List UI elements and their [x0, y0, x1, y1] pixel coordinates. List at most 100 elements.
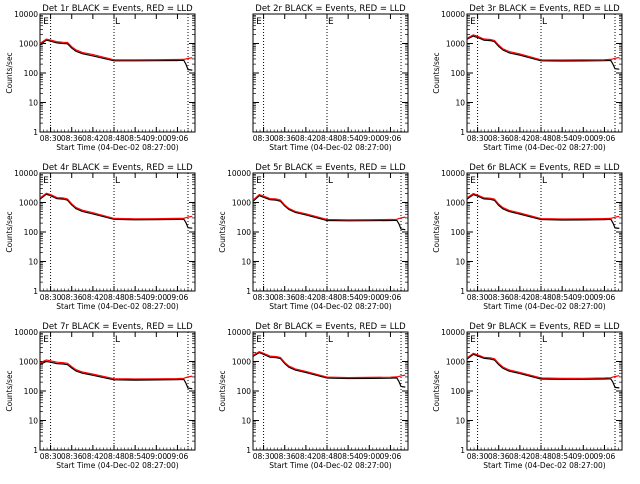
- x-tick-label: 09:00: [145, 134, 167, 143]
- series-events-line: [466, 353, 620, 389]
- y-tick-label: 1: [246, 446, 251, 455]
- x-tick-label: 08:42: [295, 293, 317, 302]
- x-tick-label: 09:00: [572, 452, 594, 461]
- x-tick-label: 09:06: [594, 293, 616, 302]
- x-tick-label: 08:36: [61, 134, 83, 143]
- series-events-line: [39, 360, 193, 390]
- x-tick-label: 08:36: [274, 293, 296, 302]
- marker-label: E: [43, 17, 49, 27]
- x-tick-label: 08:48: [316, 293, 338, 302]
- x-tick-label: 09:00: [572, 293, 594, 302]
- y-tick-label: 1000: [446, 358, 465, 367]
- y-tick-label: 1: [33, 128, 38, 137]
- plot-frame: [39, 13, 196, 133]
- plot-frame: [466, 172, 623, 292]
- x-tick-label: 08:54: [124, 134, 146, 143]
- x-tick-label: 09:06: [380, 134, 402, 143]
- x-axis-label: Start Time (04-Dec-02 08:27:00): [269, 302, 391, 311]
- series-lld-line: [466, 192, 620, 220]
- x-tick-label: 08:42: [82, 293, 104, 302]
- panel-det-8r: Det 8r BLACK = Events, RED = LLD 1 10 100 10…: [218, 322, 409, 470]
- x-tick-label: 08:36: [488, 293, 510, 302]
- plot-frame: [252, 172, 409, 292]
- x-tick-label: 09:06: [380, 293, 402, 302]
- x-tick-label: 09:00: [145, 452, 167, 461]
- y-tick-label: 1: [460, 287, 465, 296]
- x-tick-label: 09:06: [167, 134, 189, 143]
- panel-title: Det 6r BLACK = Events, RED = LLD: [469, 163, 620, 173]
- x-tick-label: 08:30: [467, 452, 489, 461]
- y-tick-label: 1: [460, 446, 465, 455]
- y-tick-label: 100: [24, 387, 39, 396]
- x-tick-label: 08:42: [509, 452, 531, 461]
- y-tick-label: 10000: [14, 328, 38, 337]
- x-tick-label: 08:30: [40, 134, 62, 143]
- marker-label: L: [115, 176, 120, 186]
- series-events-line: [252, 351, 406, 388]
- y-tick-label: 10000: [441, 10, 465, 19]
- marker-label: L: [542, 17, 547, 27]
- x-tick-label: 08:54: [551, 452, 573, 461]
- plot-frame: [466, 331, 623, 451]
- y-tick-label: 1000: [19, 40, 38, 49]
- x-tick-label: 08:42: [295, 134, 317, 143]
- y-tick-label: 10: [28, 99, 38, 108]
- x-tick-label: 08:30: [253, 452, 275, 461]
- series-events-line: [39, 39, 193, 71]
- x-axis-label: Start Time (04-Dec-02 08:27:00): [56, 302, 178, 311]
- panel-title: Det 7r BLACK = Events, RED = LLD: [42, 322, 193, 332]
- x-tick-label: 09:06: [594, 134, 616, 143]
- marker-label: L: [115, 17, 120, 27]
- x-tick-label: 08:48: [316, 134, 338, 143]
- marker-label: L: [328, 176, 333, 186]
- x-tick-label: 08:48: [530, 452, 552, 461]
- y-tick-label: 10: [28, 417, 38, 426]
- marker-label: E: [256, 176, 262, 186]
- series-lld-line: [39, 192, 193, 220]
- plot-frame: [39, 331, 196, 451]
- y-tick-label: 100: [451, 69, 466, 78]
- x-tick-label: 08:48: [530, 134, 552, 143]
- y-tick-label: 1000: [446, 40, 465, 49]
- marker-label: L: [542, 335, 547, 345]
- y-axis-label: Counts/sec: [432, 211, 441, 252]
- x-tick-label: 09:06: [167, 452, 189, 461]
- marker-label: L: [115, 335, 120, 345]
- plot-frame: [466, 13, 623, 133]
- marker-label: E: [470, 335, 476, 345]
- marker-label: E: [256, 335, 262, 345]
- y-tick-label: 1: [33, 446, 38, 455]
- x-tick-label: 08:30: [40, 293, 62, 302]
- x-tick-label: 09:00: [145, 293, 167, 302]
- y-tick-label: 1000: [232, 199, 251, 208]
- y-tick-label: 10000: [227, 328, 251, 337]
- panel-det-6r: Det 6r BLACK = Events, RED = LLD 1 10 100 10…: [432, 163, 623, 311]
- y-tick-label: 100: [451, 387, 466, 396]
- panel-title: Det 1r BLACK = Events, RED = LLD: [42, 4, 193, 14]
- panel-title: Det 2r BLACK = Events, RED = LLD: [255, 4, 406, 14]
- x-axis-label: Start Time (04-Dec-02 08:27:00): [483, 143, 605, 152]
- marker-label: E: [43, 335, 49, 345]
- x-tick-label: 08:36: [274, 452, 296, 461]
- y-tick-label: 10000: [441, 328, 465, 337]
- x-tick-label: 09:00: [358, 134, 380, 143]
- y-tick-label: 100: [24, 69, 39, 78]
- panel-det-1r: Det 1r BLACK = Events, RED = LLD 1 10 100 10…: [5, 4, 196, 152]
- y-tick-label: 1000: [19, 199, 38, 208]
- x-axis-label: Start Time (04-Dec-02 08:27:00): [56, 461, 178, 470]
- x-tick-label: 08:48: [530, 293, 552, 302]
- x-axis-label: Start Time (04-Dec-02 08:27:00): [483, 461, 605, 470]
- x-tick-label: 08:30: [467, 134, 489, 143]
- marker-label: E: [328, 17, 334, 27]
- y-axis-label: Counts/sec: [432, 370, 441, 411]
- x-tick-label: 08:48: [103, 134, 125, 143]
- y-tick-label: 100: [237, 387, 252, 396]
- x-tick-label: 08:48: [316, 452, 338, 461]
- y-axis-label: Counts/sec: [432, 52, 441, 93]
- y-tick-label: 10: [455, 258, 465, 267]
- x-tick-label: 08:42: [82, 134, 104, 143]
- y-tick-label: 1: [246, 287, 251, 296]
- series-lld-line: [252, 193, 406, 221]
- x-tick-label: 09:06: [167, 293, 189, 302]
